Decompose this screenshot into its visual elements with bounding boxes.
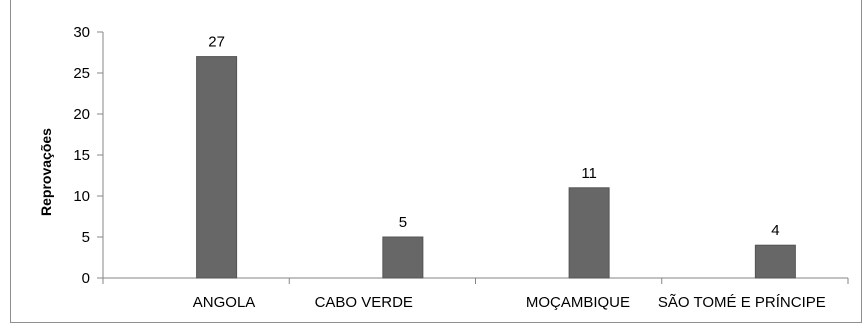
y-tick-label: 25 [73, 65, 90, 82]
bar [568, 187, 610, 279]
axes: 0 5 10 15 20 25 30 [73, 24, 849, 287]
category-label: SÃO TOMÉ E PRÍNCIPE [658, 294, 826, 311]
bars [196, 56, 796, 279]
y-tick-label: 10 [73, 188, 90, 205]
y-tick-label: 5 [82, 229, 90, 246]
y-tick-label: 30 [73, 24, 90, 41]
y-tick-label: 15 [73, 147, 90, 164]
y-axis-title: Reprovações [38, 128, 54, 216]
bar [382, 236, 424, 279]
category-label: CABO VERDE [315, 294, 413, 311]
y-tick-label: 0 [82, 270, 90, 287]
category-label: MOÇAMBIQUE [526, 294, 630, 311]
y-tick-label: 20 [73, 106, 90, 123]
bar [196, 56, 238, 279]
labels: 27 ANGOLA 5 CABO VERDE 11 MOÇAMBIQUE 4 SÃO TOMÉ… [193, 34, 826, 311]
data-label: 27 [208, 34, 225, 51]
category-label: ANGOLA [193, 294, 256, 311]
bar [754, 244, 796, 279]
data-label: 4 [771, 222, 779, 239]
data-label: 11 [581, 165, 597, 182]
data-label: 5 [399, 214, 407, 231]
